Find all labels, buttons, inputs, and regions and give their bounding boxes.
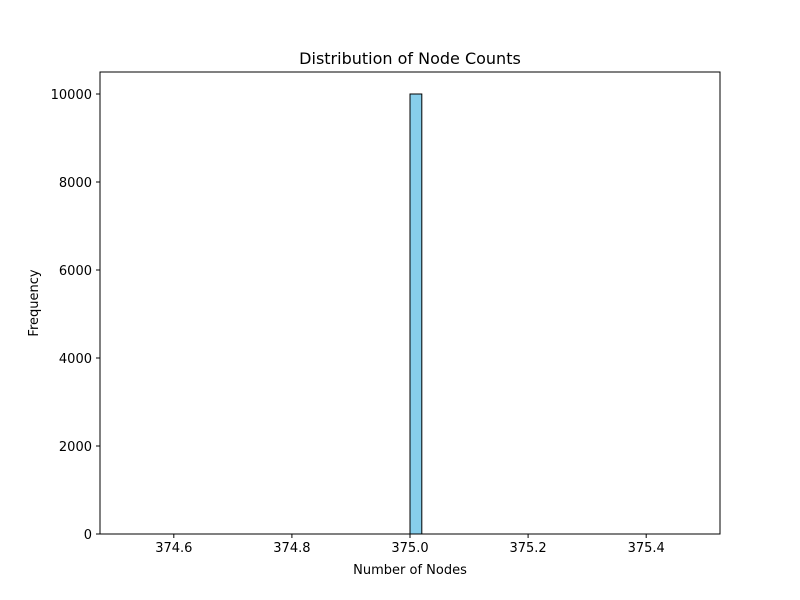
x-tick-label: 374.6	[155, 541, 192, 556]
y-tick-label: 2000	[59, 440, 92, 455]
x-tick-label: 375.2	[509, 541, 546, 556]
y-tick-label: 10000	[51, 88, 92, 103]
y-tick-label: 8000	[59, 176, 92, 191]
y-axis-label: Frequency	[27, 269, 42, 336]
x-tick-label: 375.4	[628, 541, 665, 556]
chart-title: Distribution of Node Counts	[299, 49, 521, 68]
bars-layer	[409, 93, 423, 535]
histogram-bar	[409, 93, 423, 535]
x-tick-label: 374.8	[273, 541, 310, 556]
x-tick-label: 375.0	[391, 541, 428, 556]
y-tick-label: 6000	[59, 264, 92, 279]
y-axis-ticks: 0 2000 4000 6000 8000 10000	[51, 88, 100, 543]
y-tick-label: 4000	[59, 352, 92, 367]
y-tick-label: 0	[84, 528, 92, 543]
x-axis-label: Number of Nodes	[353, 563, 467, 578]
x-axis-ticks: 374.6 374.8 375.0 375.2 375.4	[155, 534, 665, 556]
